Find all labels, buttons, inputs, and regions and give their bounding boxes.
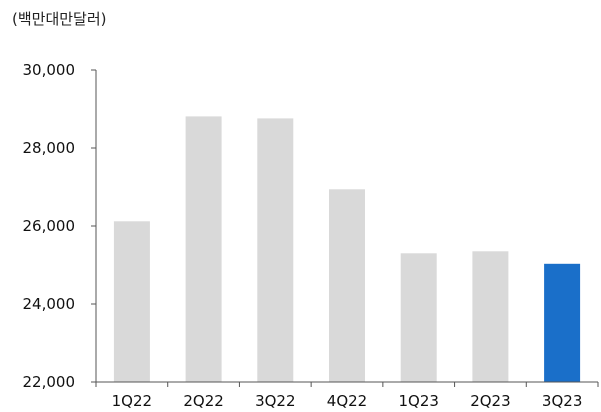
unit-label: (백만대만달러) [12,10,107,28]
y-tick-label: 24,000 [23,295,76,313]
y-tick-label: 30,000 [23,61,76,79]
bar-2Q22 [185,116,222,383]
axes-group [91,69,599,387]
bar-2Q23 [472,251,509,382]
bar-3Q23 [544,263,581,382]
bar-1Q23 [400,253,437,382]
x-tick-label: 2Q22 [183,392,223,410]
y-tick-label: 22,000 [23,373,76,391]
x-tick-label: 3Q22 [255,392,295,410]
x-tick-label: 3Q23 [542,392,582,410]
x-tick-label: 1Q23 [398,392,438,410]
labels-group: 22,000 24,000 26,000 28,000 30,000 1Q22 2Q22 3Q… [23,61,583,410]
y-tick-label: 26,000 [23,217,76,235]
y-tick-label: 28,000 [23,139,76,157]
x-tick-label: 4Q22 [327,392,367,410]
bars-group [113,116,581,383]
bar-1Q22 [113,221,150,382]
bar-4Q22 [329,189,365,382]
x-tick-label: 1Q22 [112,392,152,410]
bar-3Q22 [257,118,294,383]
x-tick-label: 2Q23 [470,392,510,410]
